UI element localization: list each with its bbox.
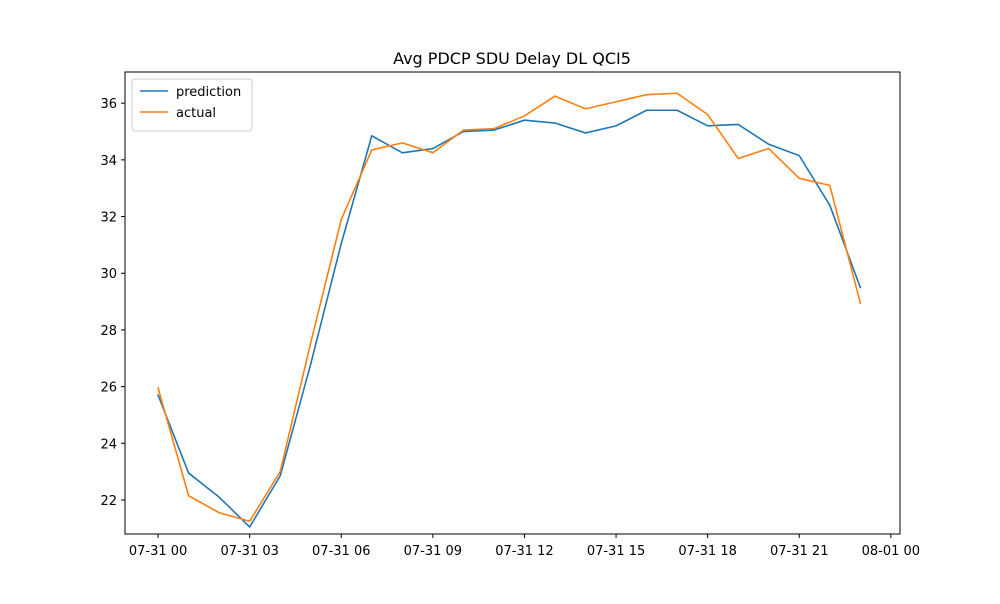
x-tick-label: 07-31 18 — [678, 544, 736, 559]
x-tick-label: 08-01 00 — [862, 544, 920, 559]
axes: 22 24 26 28 30 32 34 36 07-31 00 07-31 03 07-31 06… — [100, 71, 920, 559]
series-lines — [157, 92, 862, 528]
x-tick-label: 07-31 15 — [587, 544, 645, 559]
x-tick-label: 07-31 12 — [495, 544, 553, 559]
legend-box — [131, 78, 253, 132]
legend-label-actual: actual — [176, 106, 216, 121]
legend-label-prediction: prediction — [176, 85, 241, 100]
x-tick-label: 07-31 06 — [312, 544, 370, 559]
series-line-prediction — [157, 109, 862, 528]
y-tick-label: 34 — [100, 154, 117, 169]
y-tick-label: 26 — [100, 381, 117, 396]
y-tick-label: 36 — [100, 97, 117, 112]
y-tick-label: 30 — [100, 267, 117, 282]
x-tick-label: 07-31 03 — [220, 544, 278, 559]
x-tick-label: 07-31 00 — [129, 544, 187, 559]
x-tick-label: 07-31 09 — [404, 544, 462, 559]
legend: prediction actual — [131, 78, 253, 132]
plot-frame — [124, 71, 901, 535]
series-line-actual — [157, 92, 862, 523]
y-tick-label: 28 — [100, 324, 117, 339]
y-tick-label: 32 — [100, 211, 117, 226]
x-tick-label: 07-31 21 — [770, 544, 828, 559]
y-tick-label: 24 — [100, 437, 117, 452]
y-tick-label: 22 — [100, 494, 117, 509]
chart-title: Avg PDCP SDU Delay DL QCI5 — [393, 49, 631, 68]
